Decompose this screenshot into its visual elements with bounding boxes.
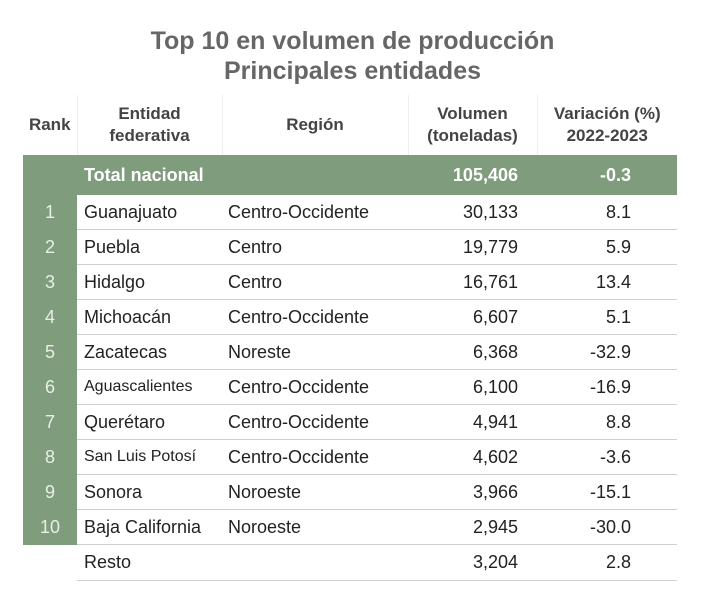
header-row: Rank Entidad federativa Región Volumen (… (23, 95, 677, 155)
volumen-cell: 2,945 (408, 509, 537, 545)
table-row: 1 Guanajuato Centro-Occidente 30,133 8.1 (23, 195, 677, 230)
region-cell: Centro-Occidente (222, 404, 408, 440)
variacion-cell: 5.1 (537, 299, 677, 335)
entidad-cell: Aguascalientes (77, 369, 222, 405)
total-label: Total nacional (77, 155, 408, 195)
rank-cell (23, 544, 77, 581)
volumen-cell: 6,100 (408, 369, 537, 405)
table-row: 9 Sonora Noroeste 3,966 -15.1 (23, 474, 677, 510)
entidad-cell: Hidalgo (77, 264, 222, 300)
rank-cell: 8 (23, 439, 77, 475)
variacion-cell: 5.9 (537, 229, 677, 265)
volumen-cell: 16,761 (408, 264, 537, 300)
rank-cell: 9 (23, 474, 77, 510)
table-row: 6 Aguascalientes Centro-Occidente 6,100 … (23, 369, 677, 405)
rank-cell: 3 (23, 264, 77, 300)
rank-cell: 5 (23, 334, 77, 370)
volumen-cell: 4,602 (408, 439, 537, 475)
table-row: 8 San Luis Potosí Centro-Occidente 4,602… (23, 439, 677, 475)
rank-cell (23, 155, 77, 195)
total-volumen: 105,406 (408, 155, 537, 195)
resto-row: Resto 3,204 2.8 (23, 544, 677, 581)
entidad-cell: Zacatecas (77, 334, 222, 370)
rank-cell: 7 (23, 404, 77, 440)
volumen-cell: 4,941 (408, 404, 537, 440)
production-table: Rank Entidad federativa Región Volumen (… (23, 95, 677, 581)
header-rank: Rank (28, 115, 71, 134)
table-title: Top 10 en volumen de producción (150, 27, 555, 55)
region-cell: Noroeste (222, 509, 408, 545)
entidad-cell: Sonora (77, 474, 222, 510)
region-cell: Noroeste (222, 474, 408, 510)
variacion-cell: 8.1 (537, 195, 677, 230)
table-subtitle: Principales entidades (223, 57, 482, 85)
rank-cell: 6 (23, 369, 77, 405)
header-volumen: Volumen (toneladas) (407, 95, 537, 155)
entidad-cell: Querétaro (77, 404, 222, 440)
resto-volumen: 3,204 (408, 544, 537, 581)
variacion-cell: -30.0 (537, 509, 677, 545)
table-row: 4 Michoacán Centro-Occidente 6,607 5.1 (23, 299, 677, 335)
volumen-cell: 6,368 (408, 334, 537, 370)
rank-cell: 2 (23, 229, 77, 265)
variacion-cell: -15.1 (537, 474, 677, 510)
region-cell: Centro-Occidente (222, 195, 408, 230)
entidad-cell: Guanajuato (77, 195, 222, 230)
region-cell: Centro-Occidente (222, 439, 408, 475)
region-cell: Noreste (222, 334, 408, 370)
entidad-cell: Baja California (77, 509, 222, 545)
table-row: 10 Baja California Noroeste 2,945 -30.0 (23, 509, 677, 545)
variacion-cell: -3.6 (537, 439, 677, 475)
volumen-cell: 19,779 (408, 229, 537, 265)
resto-variacion: 2.8 (537, 544, 677, 581)
rank-cell: 1 (23, 195, 77, 230)
entidad-cell: San Luis Potosí (77, 439, 222, 475)
table-row: 5 Zacatecas Noreste 6,368 -32.9 (23, 334, 677, 370)
table-row: 2 Puebla Centro 19,779 5.9 (23, 229, 677, 265)
header-region: Región (221, 95, 408, 155)
variacion-cell: 8.8 (537, 404, 677, 440)
resto-label: Resto (77, 544, 408, 581)
volumen-cell: 3,966 (408, 474, 537, 510)
entidad-cell: Michoacán (77, 299, 222, 335)
variacion-cell: -16.9 (537, 369, 677, 405)
region-cell: Centro (222, 229, 408, 265)
rank-cell: 10 (23, 509, 77, 545)
total-row: Total nacional 105,406 -0.3 (23, 155, 677, 195)
variacion-cell: -32.9 (537, 334, 677, 370)
table-row: 3 Hidalgo Centro 16,761 13.4 (23, 264, 677, 300)
rank-cell: 4 (23, 299, 77, 335)
volumen-cell: 30,133 (408, 195, 537, 230)
region-cell: Centro-Occidente (222, 299, 408, 335)
table-row: 7 Querétaro Centro-Occidente 4,941 8.8 (23, 404, 677, 440)
volumen-cell: 6,607 (408, 299, 537, 335)
variacion-cell: 13.4 (537, 264, 677, 300)
entidad-cell: Puebla (77, 229, 222, 265)
header-entidad: Entidad federativa (76, 95, 222, 155)
total-variacion: -0.3 (537, 155, 677, 195)
region-cell: Centro-Occidente (222, 369, 408, 405)
region-cell: Centro (222, 264, 408, 300)
header-variacion: Variación (%) 2022-2023 (536, 95, 677, 155)
